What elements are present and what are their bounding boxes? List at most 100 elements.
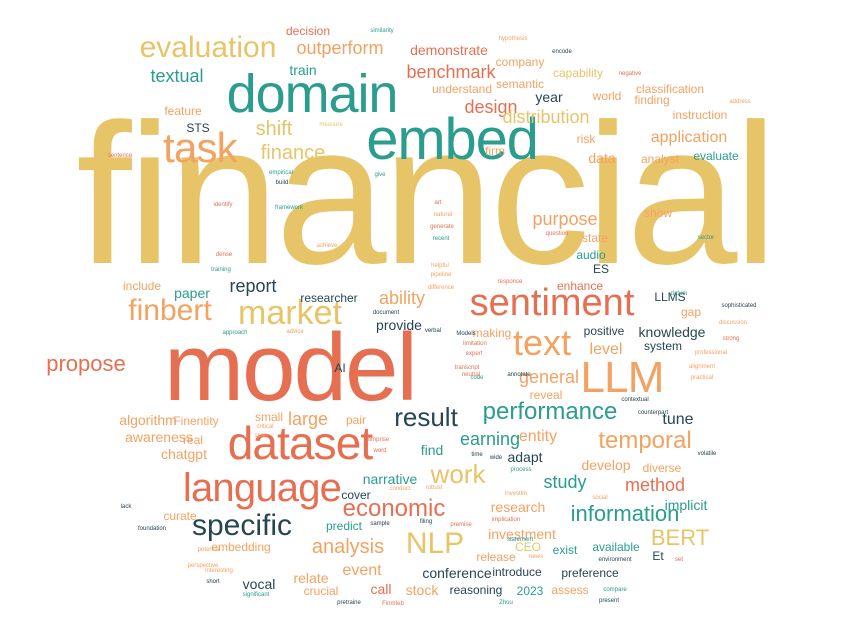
cloud-word: analyst xyxy=(640,152,680,166)
cloud-word: assess xyxy=(551,583,589,597)
cloud-word: BERT xyxy=(650,525,710,550)
cloud-word: sentiment xyxy=(469,282,635,324)
cloud-word: short xyxy=(206,579,220,585)
cloud-word: textual xyxy=(150,66,204,86)
cloud-word: reasoning xyxy=(449,583,503,597)
cloud-word: capability xyxy=(552,66,604,80)
cloud-word: achieve xyxy=(316,243,338,249)
cloud-word: study xyxy=(543,472,587,492)
cloud-word: time xyxy=(471,452,483,458)
cloud-word: awareness xyxy=(125,429,193,445)
cloud-word: counterpart xyxy=(637,410,669,416)
cloud-word: application xyxy=(650,129,728,146)
cloud-word: identify xyxy=(213,202,233,208)
cloud-word: release xyxy=(476,550,516,564)
cloud-word: critical xyxy=(256,424,274,430)
cloud-word: large xyxy=(287,409,329,429)
cloud-word: feature xyxy=(164,104,202,118)
cloud-word: semantic xyxy=(495,77,545,91)
cloud-word: level xyxy=(589,341,623,358)
cloud-word: annotate xyxy=(507,372,531,378)
cloud-word: year xyxy=(535,89,563,105)
cloud-word: give xyxy=(374,172,386,178)
cloud-word: propose xyxy=(46,351,126,376)
cloud-word: train xyxy=(289,62,317,78)
cloud-word: conference xyxy=(422,565,492,581)
cloud-word: negative xyxy=(618,71,642,77)
cloud-word: chatgpt xyxy=(161,446,207,462)
cloud-word: purpose xyxy=(532,209,598,229)
cloud-word: alignment xyxy=(688,364,716,370)
cloud-word: CEO xyxy=(514,540,542,554)
cloud-word: making xyxy=(472,326,512,340)
cloud-word: significant xyxy=(242,592,270,598)
cloud-word: show xyxy=(643,206,673,220)
cloud-word: predict xyxy=(325,519,363,533)
cloud-word: distribution xyxy=(502,107,590,127)
cloud-word: tune xyxy=(662,411,694,428)
cloud-word: LLMS xyxy=(654,290,686,304)
cloud-word: build xyxy=(275,180,289,186)
cloud-word: task xyxy=(163,124,238,171)
cloud-word: research xyxy=(490,499,546,515)
cloud-word: word xyxy=(373,448,387,454)
cloud-word: diverse xyxy=(642,461,682,475)
cloud-word: pair xyxy=(345,413,367,427)
cloud-word: datum xyxy=(670,291,688,297)
cloud-word: call xyxy=(370,581,392,597)
cloud-word: art xyxy=(434,200,442,206)
cloud-word: economic xyxy=(342,495,446,522)
cloud-word: temporal xyxy=(598,427,692,454)
cloud-word: algorithm xyxy=(119,412,177,428)
cloud-word: training xyxy=(211,267,231,273)
cloud-word: exist xyxy=(552,543,578,557)
cloud-word: reveal xyxy=(529,388,563,402)
cloud-word: span xyxy=(254,433,268,439)
cloud-word: implication xyxy=(491,517,521,523)
cloud-word: design xyxy=(464,97,518,117)
cloud-word: report xyxy=(229,276,277,296)
cloud-word: curate xyxy=(163,509,197,523)
cloud-word: language xyxy=(182,466,342,510)
cloud-word: shift xyxy=(255,118,293,140)
cloud-word: code xyxy=(470,375,484,381)
cloud-word: social xyxy=(592,495,608,501)
cloud-word: limitation xyxy=(463,341,487,347)
cloud-word: finding xyxy=(634,93,670,107)
cloud-word: Zhou xyxy=(499,600,513,606)
cloud-word: foundation xyxy=(137,526,167,532)
cloud-word: available xyxy=(592,540,640,554)
cloud-word: present xyxy=(598,598,620,604)
cloud-word: compare xyxy=(603,587,627,593)
cloud-word: method xyxy=(624,475,686,495)
cloud-word: real xyxy=(182,433,204,447)
cloud-word: specific xyxy=(191,509,293,542)
cloud-word: risk xyxy=(576,132,596,146)
cloud-word: demonstrate xyxy=(410,42,488,58)
cloud-word: provide xyxy=(376,317,422,333)
cloud-word: AI xyxy=(334,361,346,375)
cloud-word: recent xyxy=(432,236,450,242)
cloud-word: LLM xyxy=(580,353,665,402)
cloud-word: difference xyxy=(427,285,455,291)
cloud-word: Finentity xyxy=(173,414,219,428)
cloud-word: neutral xyxy=(461,372,481,378)
cloud-word: system xyxy=(643,339,683,353)
cloud-word: decision xyxy=(285,24,331,38)
cloud-word: event xyxy=(342,562,382,579)
cloud-word: advice xyxy=(286,329,304,335)
cloud-word: market xyxy=(238,294,342,332)
cloud-word: strong xyxy=(722,336,740,342)
cloud-word: data xyxy=(588,150,616,166)
cloud-word: researcher xyxy=(300,291,358,305)
cloud-word: wide xyxy=(489,455,503,461)
cloud-word: finance xyxy=(260,142,326,164)
cloud-word: general xyxy=(518,367,580,387)
cloud-word: finbert xyxy=(128,294,212,327)
cloud-word: embed xyxy=(366,107,539,172)
cloud-word: conduct xyxy=(389,486,411,492)
cloud-word: sample xyxy=(370,521,390,527)
cloud-word: response xyxy=(497,279,523,285)
cloud-word: result xyxy=(394,402,458,432)
